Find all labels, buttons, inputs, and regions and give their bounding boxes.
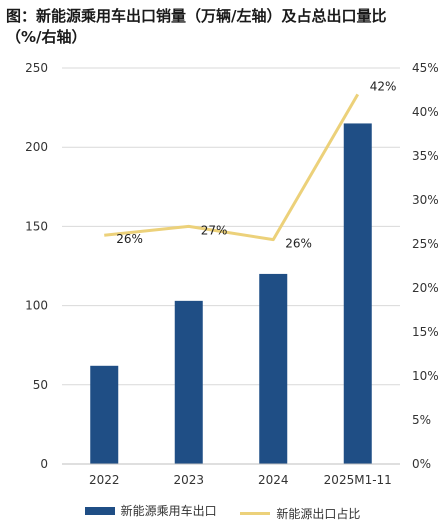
y-left-tick-label: 250: [25, 61, 48, 75]
chart-title-line-2: （%/右轴）: [6, 28, 87, 46]
x-tick-label: 2023: [173, 473, 204, 487]
y-left-tick-label: 0: [40, 457, 48, 471]
data-label: 26%: [116, 232, 143, 246]
chart-title: 图：新能源乘用车出口销量（万辆/左轴）及占总出口量比 （%/右轴）: [6, 6, 440, 48]
y-right-tick-label: 20%: [412, 281, 439, 295]
y-left-tick-label: 200: [25, 140, 48, 154]
data-label: 42%: [370, 79, 397, 93]
legend-item-line: 新能源出口占比: [240, 505, 360, 522]
bar: [174, 300, 203, 464]
y-right-tick-label: 30%: [412, 193, 439, 207]
y-right-tick-label: 45%: [412, 61, 439, 75]
bar: [343, 123, 372, 464]
y-right-tick-label: 10%: [412, 369, 439, 383]
data-label: 26%: [285, 237, 312, 251]
legend-swatch-bar: [84, 506, 115, 515]
legend-item-bar: 新能源乘用车出口: [84, 502, 217, 519]
bar: [90, 365, 119, 464]
x-tick-label: 2022: [89, 473, 120, 487]
legend: 新能源乘用车出口 新能源出口占比: [0, 502, 445, 522]
y-right-tick-label: 0%: [412, 457, 431, 471]
line-series: [104, 93, 360, 242]
combo-chart: 0 50 100 150 200 250 0% 5% 10% 15% 20% 25% 30% 35% 40%…: [25, 61, 439, 487]
y-right-tick-label: 15%: [412, 325, 439, 339]
legend-label-line: 新能源出口占比: [276, 506, 361, 521]
y-left-tick-label: 100: [25, 299, 48, 313]
y-left-tick-label: 50: [33, 378, 48, 392]
legend-label-bar: 新能源乘用车出口: [120, 504, 217, 518]
y-right-tick-label: 5%: [412, 413, 431, 427]
data-label: 27%: [201, 223, 228, 237]
bar: [259, 273, 288, 464]
legend-swatch-line: [240, 511, 271, 515]
chart-title-line-1: 图：新能源乘用车出口销量（万辆/左轴）及占总出口量比: [6, 7, 387, 25]
y-left-tick-label: 150: [25, 219, 48, 233]
y-right-tick-label: 40%: [412, 105, 439, 119]
y-right-tick-label: 25%: [412, 237, 439, 251]
y-right-tick-label: 35%: [412, 149, 439, 163]
x-tick-label: 2024: [258, 473, 289, 487]
x-tick-label: 2025M1-11: [324, 473, 392, 487]
